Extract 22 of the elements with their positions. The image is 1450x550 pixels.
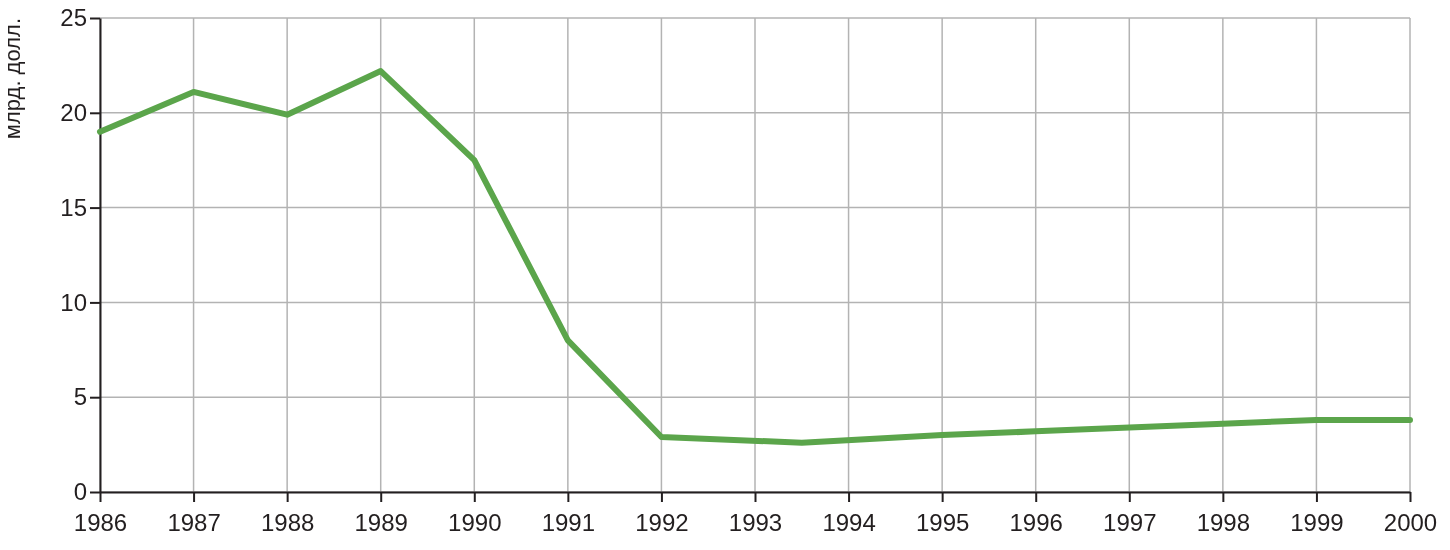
y-tick-label: 5 [73,383,87,411]
y-tick-label: 10 [60,288,87,316]
x-tick-label: 1994 [822,509,876,537]
y-tick-label: 0 [73,478,87,506]
x-tick-label: 1987 [167,509,221,537]
x-tick-label: 1990 [448,509,502,537]
x-tick-label: 1995 [915,509,970,537]
x-tick-label: 1998 [1196,509,1251,537]
y-axis-title: млрд. долл. [0,18,25,140]
x-tick-label: 2000 [1383,509,1438,537]
y-tick-label: 20 [60,98,87,126]
x-tick-label: 1999 [1290,509,1344,537]
y-tick-label: 25 [60,4,87,32]
x-tick-label: 1989 [354,509,408,537]
x-tick-label: 1996 [1009,509,1063,537]
x-tick-label: 1988 [260,509,315,537]
y-tick-label: 15 [60,193,87,221]
x-tick-label: 1992 [635,509,689,537]
x-tick-label: 1991 [541,509,596,537]
x-tick-label: 1997 [1103,509,1157,537]
x-tick-label: 1993 [728,509,783,537]
x-tick-label: 1986 [73,509,128,537]
